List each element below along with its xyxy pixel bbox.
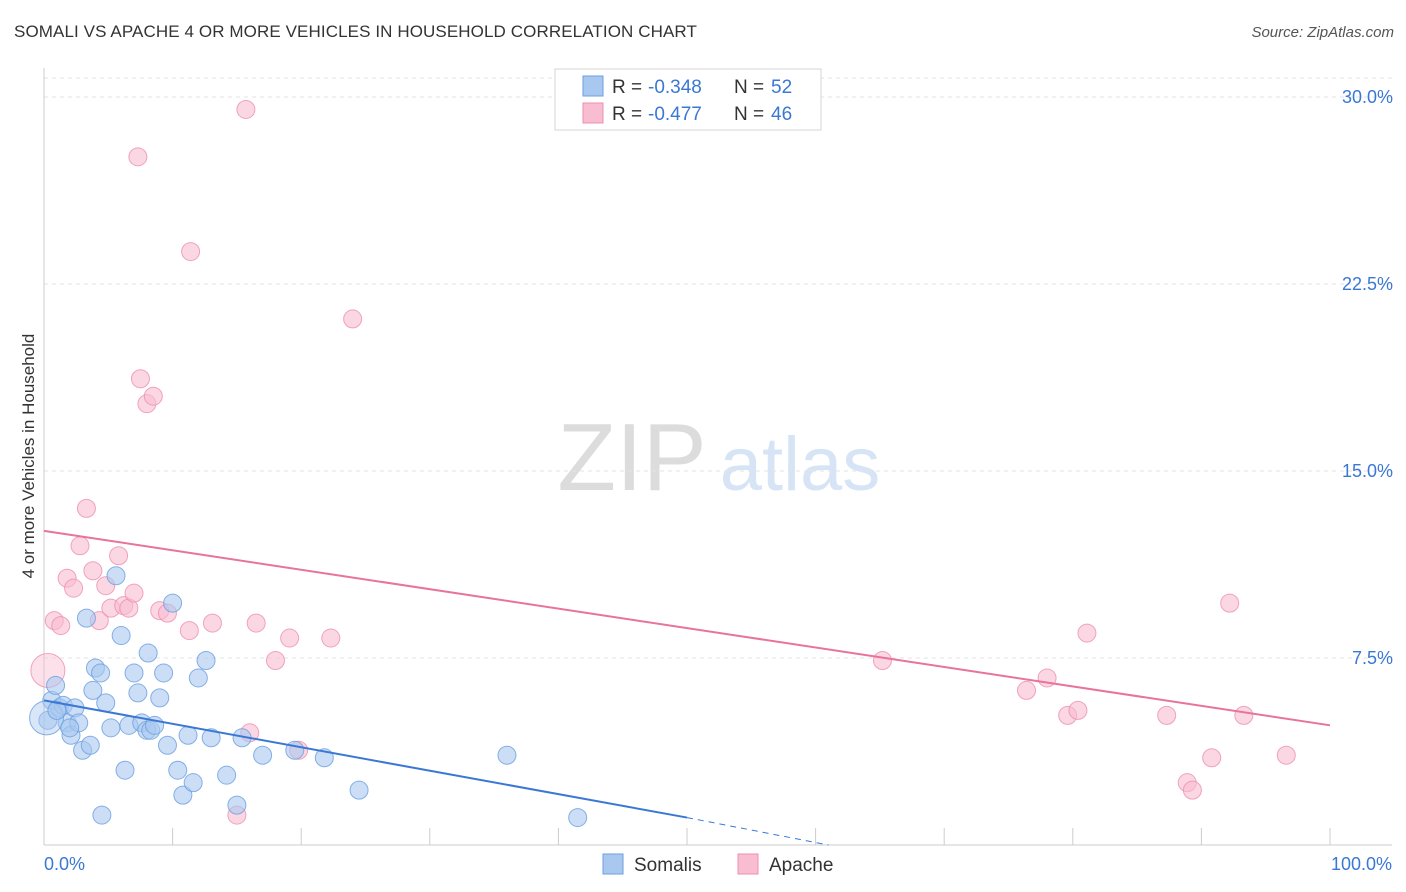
somali-point <box>168 760 188 780</box>
legend-swatch-apache[interactable] <box>737 853 759 875</box>
apache-point <box>202 613 222 633</box>
apache-point <box>1182 780 1202 800</box>
y-tick-label: 7.5% <box>1352 648 1393 668</box>
somali-point <box>150 688 170 708</box>
apache-point <box>70 536 90 556</box>
apache-point <box>1202 748 1222 768</box>
apache-point <box>76 498 96 518</box>
somali-point <box>96 693 116 713</box>
chart-source: Source: ZipAtlas.com <box>1251 24 1394 41</box>
somali-point <box>92 805 112 825</box>
apache-point <box>1234 705 1254 725</box>
somali-point <box>163 593 183 613</box>
somali-point <box>60 718 80 738</box>
apache-point <box>872 650 892 670</box>
chart-title: SOMALI VS APACHE 4 OR MORE VEHICLES IN H… <box>14 22 697 41</box>
apache-point <box>1077 623 1097 643</box>
somali-point <box>138 643 158 663</box>
stats-r-label-apache: R = <box>612 104 642 125</box>
somali-point <box>227 795 247 815</box>
y-tick-label: 15.0% <box>1342 461 1393 481</box>
somali-point <box>91 663 111 683</box>
legend-label-apache[interactable]: Apache <box>769 855 833 876</box>
stats-n-label-somali: N = <box>734 77 764 98</box>
apache-point <box>1220 593 1240 613</box>
somali-point <box>568 808 588 828</box>
somali-point <box>349 780 369 800</box>
y-axis-label: 4 or more Vehicles in Household <box>19 334 38 579</box>
grid-layer <box>44 77 1392 659</box>
somali-point <box>201 728 221 748</box>
stats-legend: R = -0.348 N = 52 R = -0.477 N = 46 <box>554 68 822 131</box>
apache-point <box>1017 680 1037 700</box>
stats-n-value-somali: 52 <box>771 77 792 98</box>
apache-point <box>124 583 144 603</box>
apache-point <box>51 616 71 636</box>
somali-point <box>101 718 121 738</box>
bottom-legend: Somalis Apache <box>602 853 833 876</box>
legend-label-somalis[interactable]: Somalis <box>634 855 702 876</box>
y-tick-label: 22.5% <box>1342 274 1393 294</box>
y-tick-labels: 7.5% 15.0% 22.5% 30.0% <box>1342 87 1393 668</box>
somali-point <box>173 785 193 805</box>
somali-point <box>83 680 103 700</box>
apache-point <box>246 613 266 633</box>
somali-trend-line-extension <box>686 817 829 846</box>
somali-point <box>47 700 67 720</box>
somali-point <box>128 683 148 703</box>
legend-swatch-somalis[interactable] <box>602 853 624 875</box>
somali-point <box>46 675 66 695</box>
somali-point <box>188 668 208 688</box>
apache-point <box>128 147 148 167</box>
apache-point <box>280 628 300 648</box>
watermark: ZIP atlas <box>557 404 880 511</box>
somali-point <box>111 626 131 646</box>
stats-n-label-apache: N = <box>734 104 764 125</box>
stats-r-value-somali: -0.348 <box>648 77 702 98</box>
x-tick-label-min: 0.0% <box>44 854 85 874</box>
somali-point <box>154 663 174 683</box>
apache-point <box>109 546 129 566</box>
stats-r-label-somali: R = <box>612 77 642 98</box>
somali-point <box>178 725 198 745</box>
somali-point <box>196 650 216 670</box>
apache-point <box>1276 745 1296 765</box>
y-tick-label: 30.0% <box>1342 87 1393 107</box>
somali-point <box>253 745 273 765</box>
somali-point <box>106 566 126 586</box>
apache-point <box>1068 700 1088 720</box>
somali-point <box>157 735 177 755</box>
somali-point <box>183 773 203 793</box>
apache-point <box>265 650 285 670</box>
somali-point <box>80 735 100 755</box>
somali-point <box>115 760 135 780</box>
somali-point <box>217 765 237 785</box>
apache-point <box>321 628 341 648</box>
apache-point <box>64 578 84 598</box>
apache-point <box>236 99 256 119</box>
stats-legend-swatch-somali <box>582 75 604 97</box>
watermark-atlas: atlas <box>720 422 881 507</box>
apache-point <box>179 621 199 641</box>
apache-point <box>1157 705 1177 725</box>
watermark-zip: ZIP <box>557 404 706 511</box>
x-tick-label-max: 100.0% <box>1331 854 1392 874</box>
apache-point <box>83 561 103 581</box>
points-layer <box>29 99 1296 828</box>
apache-point <box>143 386 163 406</box>
somali-point <box>76 608 96 628</box>
stats-r-value-apache: -0.477 <box>648 104 702 125</box>
apache-point <box>343 309 363 329</box>
somali-trend-line <box>43 699 688 819</box>
stats-n-value-apache: 46 <box>771 104 792 125</box>
apache-point <box>130 369 150 389</box>
apache-point <box>181 242 201 262</box>
stats-legend-swatch-apache <box>582 102 604 124</box>
somali-point <box>124 663 144 683</box>
trend-layer <box>43 529 1331 846</box>
apache-trend-line <box>43 529 1331 727</box>
somali-point <box>497 745 517 765</box>
